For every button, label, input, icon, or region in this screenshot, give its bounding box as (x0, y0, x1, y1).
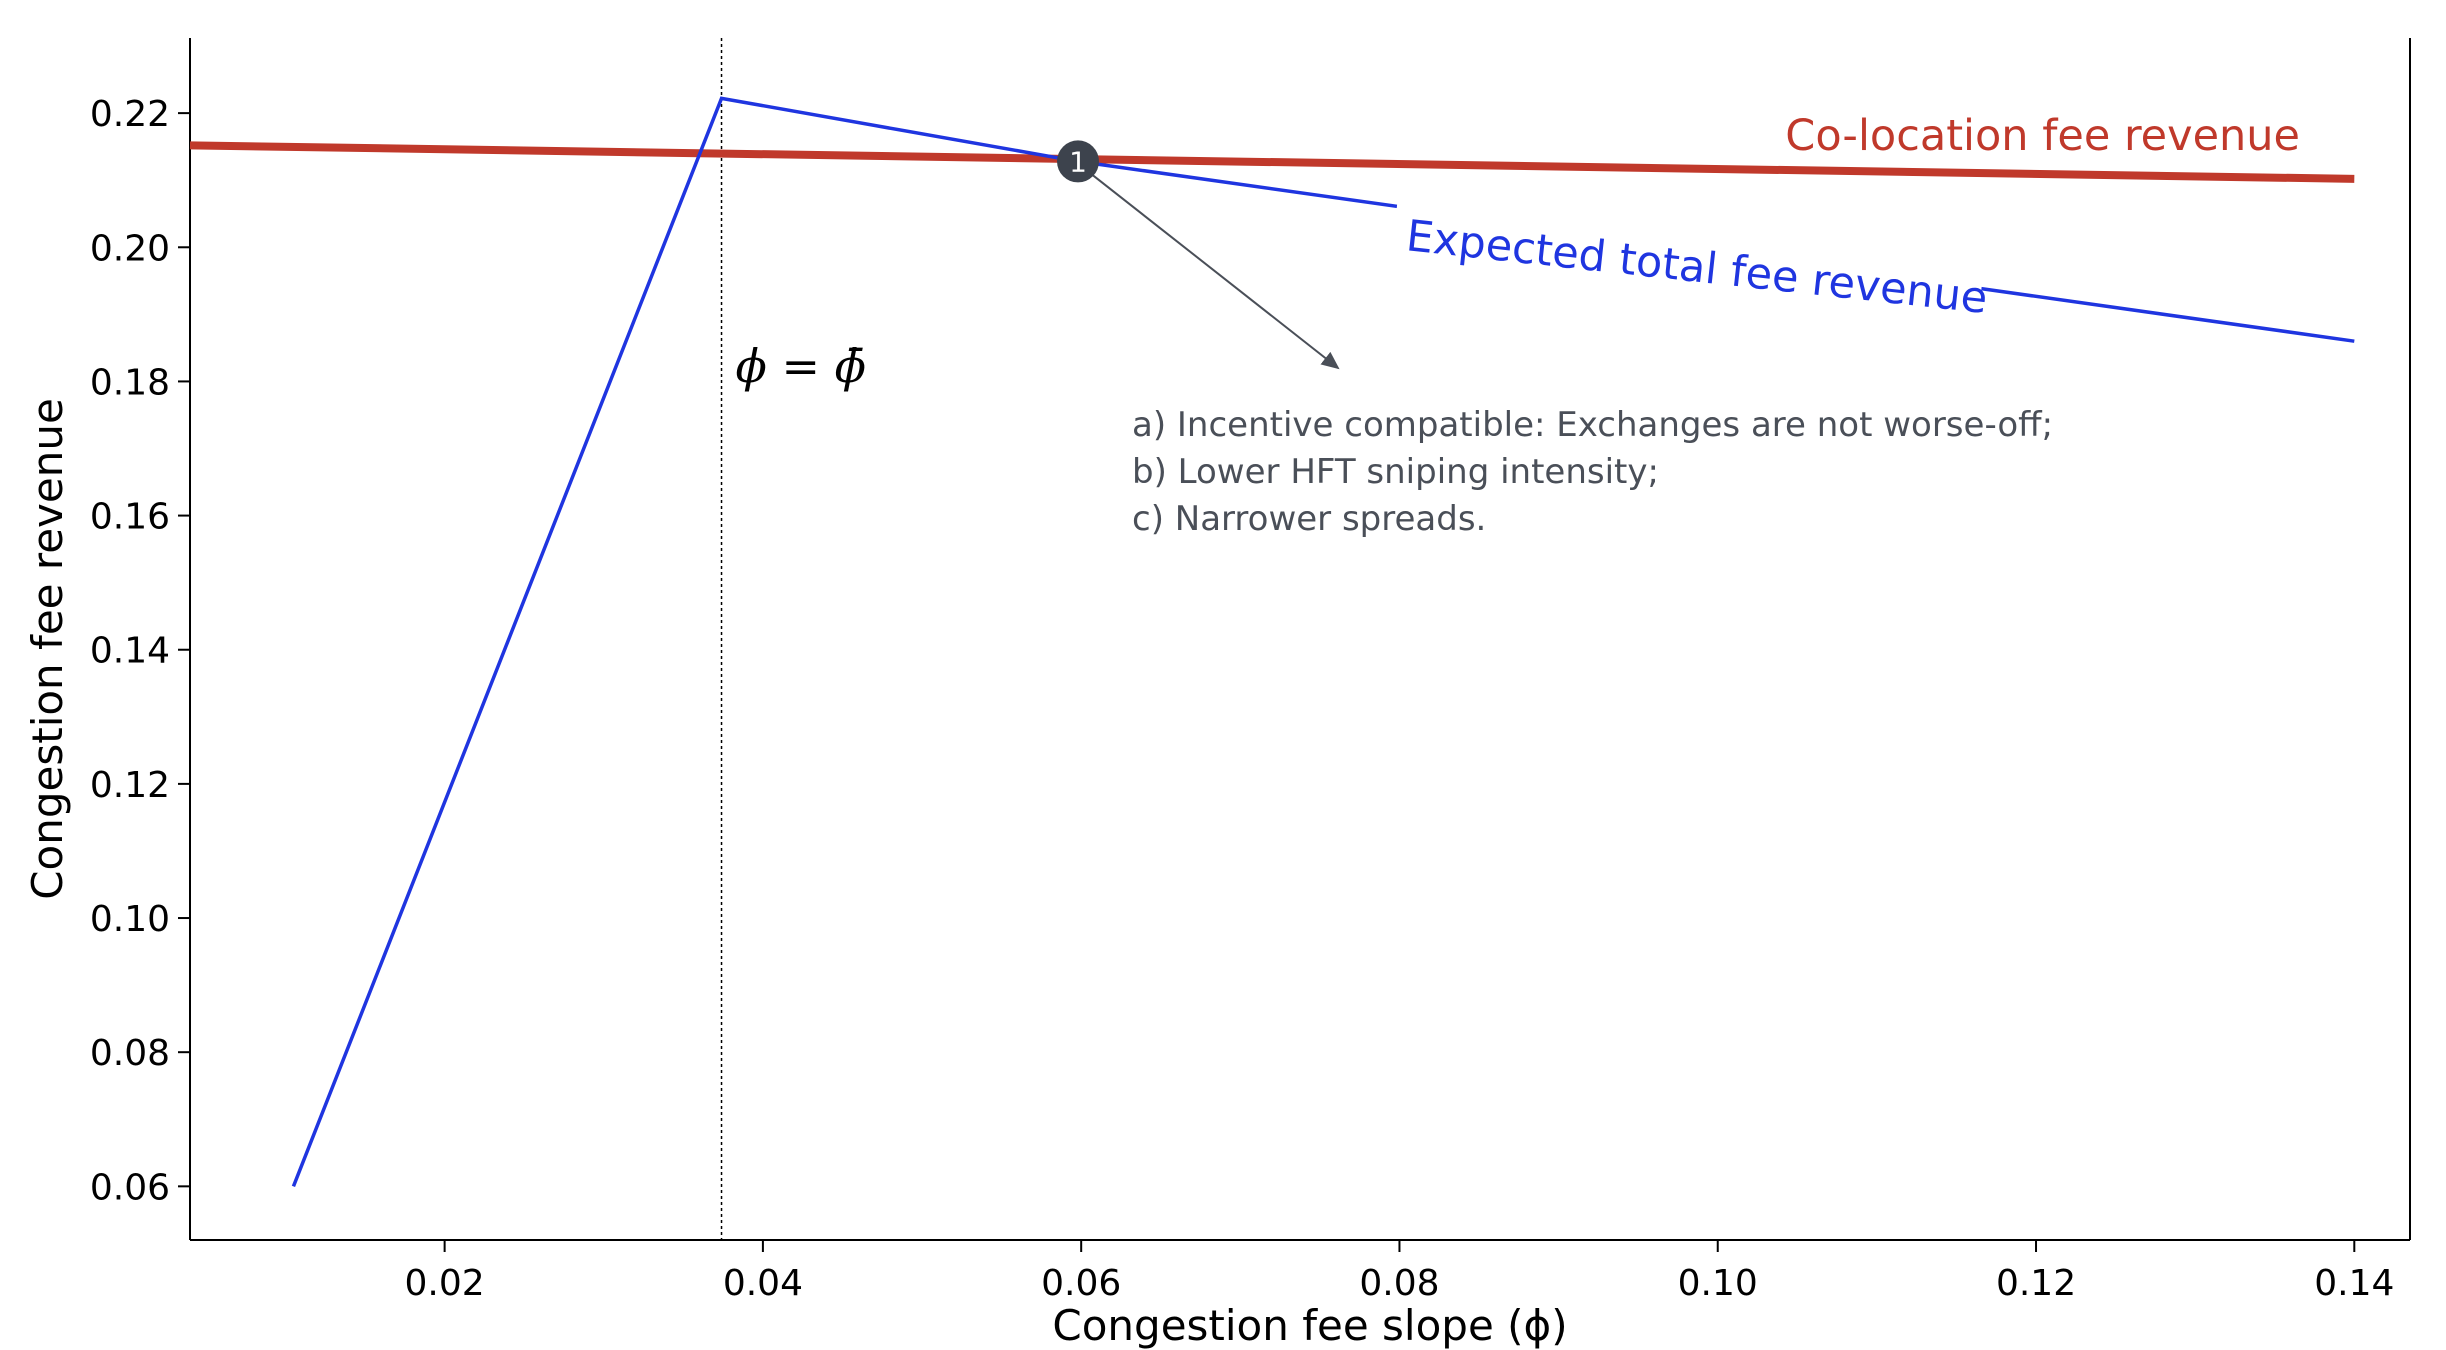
marker-circle (1057, 140, 1099, 183)
x-axis-title: Congestion fee slope (ϕ) (1052, 1301, 1567, 1350)
x-tick-label: 0.06 (1041, 1263, 1121, 1304)
expected-total-fee-label-bg (1393, 178, 1987, 302)
annotation-line: b) Lower HFT sniping intensity; (1132, 452, 1659, 492)
y-tick-label: 0.10 (90, 899, 170, 940)
y-tick-label: 0.22 (90, 94, 170, 135)
y-tick-label: 0.06 (90, 1167, 170, 1208)
x-tick-label: 0.12 (1996, 1263, 2076, 1304)
annotation-arrow (1087, 170, 1340, 370)
y-tick-label: 0.16 (90, 497, 170, 538)
marker-number: 1 (1069, 145, 1087, 178)
annotation-line: c) Narrower spreads. (1132, 499, 1486, 539)
y-tick-label: 0.18 (90, 362, 170, 403)
y-tick-label: 0.20 (90, 228, 170, 269)
co-location-fee-label: Co-location fee revenue (1785, 111, 2300, 161)
chart-marks (189, 38, 2355, 1240)
chart-axes: 0.02 0.04 0.06 0.08 0.10 0.12 0.14 0.06 0.08 0.10… (23, 38, 2411, 1350)
x-tick-label: 0.02 (405, 1263, 485, 1304)
y-tick-label: 0.08 (90, 1033, 170, 1074)
y-tick-label: 0.12 (90, 765, 170, 806)
x-tick-label: 0.04 (723, 1263, 803, 1304)
expected-total-fee-line (291, 96, 2355, 1187)
y-tick-label: 0.14 (90, 631, 170, 672)
x-tick-label: 0.10 (1678, 1263, 1758, 1304)
x-tick-label: 0.08 (1359, 1263, 1439, 1304)
y-axis-title: Congestion fee revenue (23, 398, 72, 900)
x-tick-label: 0.14 (2314, 1263, 2394, 1304)
annotation-line: a) Incentive compatible: Exchanges are n… (1132, 405, 2053, 445)
reference-line-label: ϕ = ϕ̄ (736, 339, 867, 393)
co-location-fee-line (189, 141, 2355, 183)
